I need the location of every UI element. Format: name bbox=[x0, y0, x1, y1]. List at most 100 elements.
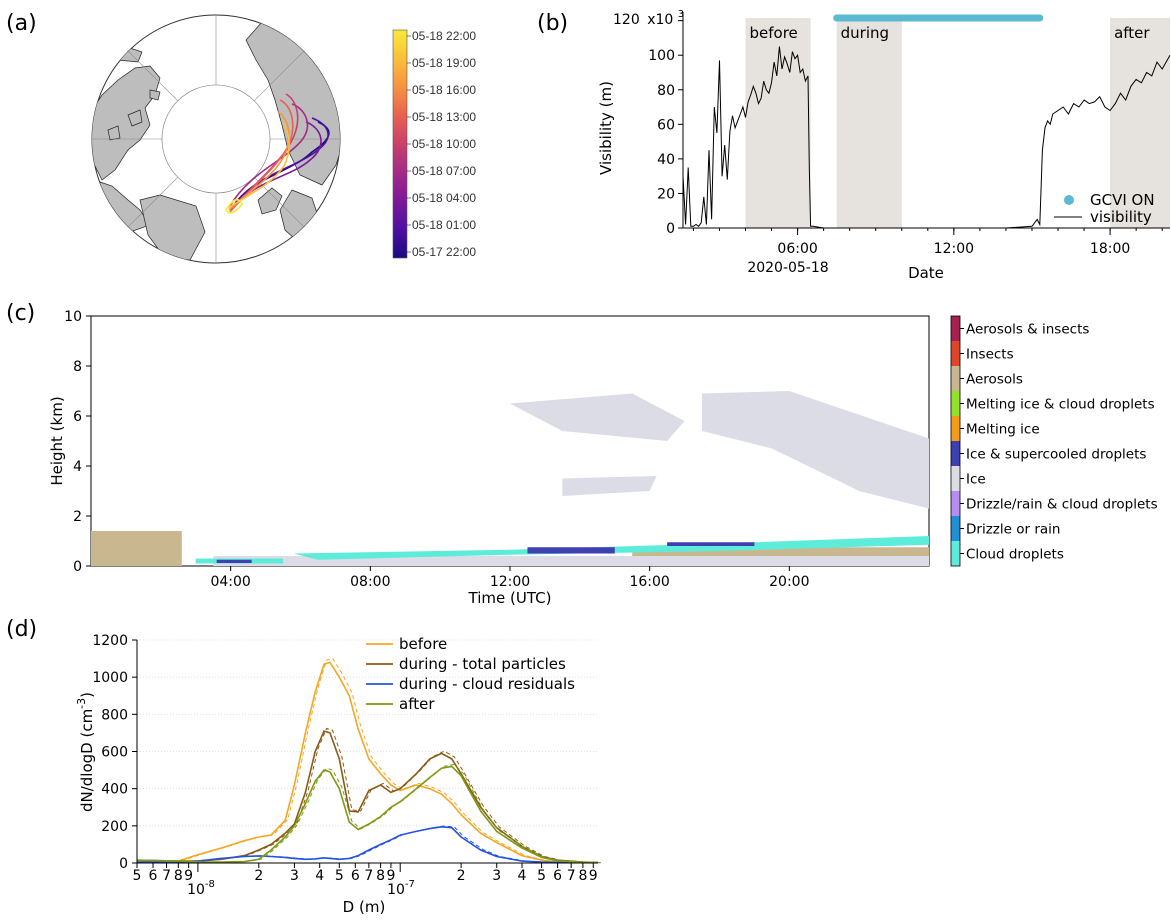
b-ytick-label-20: 20 bbox=[657, 186, 675, 202]
b-y-axis-label: Visibility (m) bbox=[597, 81, 615, 175]
c-ytick-label-8: 8 bbox=[73, 359, 82, 375]
d-ytick-label-600: 600 bbox=[101, 745, 128, 761]
d-series-line-2 bbox=[136, 825, 598, 864]
c-ice-upper-west bbox=[510, 393, 685, 441]
d-xtick-label-7e-7: 7 bbox=[567, 868, 576, 884]
colorbar-label-3: 05-18 13:00 bbox=[412, 110, 476, 124]
c-sc-mid bbox=[527, 547, 615, 554]
c-xtick-label-4: 04:00 bbox=[210, 574, 250, 590]
d-xtick-label-3e-7: 3 bbox=[492, 868, 501, 884]
c-legend-label-0: Aerosols & insects bbox=[966, 322, 1089, 338]
d-series-dashed-3 bbox=[139, 763, 601, 864]
c-y-axis-label: Height (km) bbox=[48, 396, 66, 485]
c-ytick-label-6: 6 bbox=[73, 409, 82, 425]
d-series-line-0 bbox=[137, 661, 598, 864]
d-x-axis-label: D (m) bbox=[343, 898, 386, 916]
c-ytick-label-4: 4 bbox=[73, 459, 82, 475]
period-label-after: after bbox=[1114, 24, 1150, 42]
c-xtick-label-16: 16:00 bbox=[629, 574, 669, 590]
c-x-axis-label: Time (UTC) bbox=[468, 589, 552, 607]
d-ytick-label-1200: 1200 bbox=[92, 633, 128, 649]
c-legend-swatch-6 bbox=[951, 466, 960, 491]
b-xtick-label-18: 18:00 bbox=[1090, 241, 1130, 257]
land-svalbard bbox=[257, 187, 283, 215]
c-legend-label-5: Ice & supercooled droplets bbox=[966, 447, 1146, 463]
colorbar-label-6: 05-18 04:00 bbox=[412, 191, 476, 205]
land-islands bbox=[107, 47, 161, 141]
c-legend-swatch-9 bbox=[951, 541, 960, 566]
colorbar-label-7: 05-18 01:00 bbox=[412, 218, 476, 232]
period-shade-after bbox=[1110, 18, 1170, 228]
d-xtick-label-6e-7: 6 bbox=[553, 868, 562, 884]
b-y-top-label: 120 x10 3 bbox=[613, 9, 684, 28]
c-xtick-label-12: 12:00 bbox=[490, 574, 530, 590]
colorbar-label-1: 05-18 19:00 bbox=[412, 56, 476, 70]
period-label-during: during bbox=[841, 24, 889, 42]
d-ytick-label-200: 200 bbox=[101, 819, 128, 835]
d-major-label-1: 10-8 bbox=[187, 879, 215, 898]
c-xtick-label-20: 20:00 bbox=[769, 574, 809, 590]
c-legend-label-3: Melting ice & cloud droplets bbox=[966, 397, 1155, 413]
panel-b-chart: before during after 0 20 40 60 80 100 06:00 12:0… bbox=[597, 9, 1171, 282]
c-sc-early bbox=[216, 559, 252, 563]
c-legend-swatch-8 bbox=[951, 516, 960, 541]
c-legend-label-7: Drizzle/rain & cloud droplets bbox=[966, 497, 1158, 513]
c-ytick-label-0: 0 bbox=[73, 559, 82, 575]
legend-visibility-label: visibility bbox=[1090, 208, 1152, 226]
b-ytick-label-60: 60 bbox=[657, 117, 675, 133]
d-legend-label-1: during - total particles bbox=[399, 655, 566, 673]
b-xtick-label-12: 12:00 bbox=[934, 241, 974, 257]
c-aerosol-early bbox=[91, 531, 182, 566]
b-y-multiplier: x10 bbox=[647, 12, 673, 28]
d-xtick-label-9e-8: 9 bbox=[386, 868, 395, 884]
visibility-line bbox=[682, 46, 1171, 229]
c-ice-low bbox=[213, 556, 930, 566]
d-xtick-label-2e-8: 2 bbox=[254, 868, 263, 884]
d-legend-label-2: during - cloud residuals bbox=[399, 675, 575, 693]
c-legend-label-2: Aerosols bbox=[966, 372, 1023, 388]
b-date-label: 2020-05-18 bbox=[747, 260, 828, 276]
d-major-exp-2: -7 bbox=[405, 879, 415, 890]
d-xtick-label-6e-8: 6 bbox=[351, 868, 360, 884]
c-ytick-label-10: 10 bbox=[64, 309, 82, 325]
d-xtick-label-8e-9: 8 bbox=[174, 868, 183, 884]
legend-gcvi-label: GCVI ON bbox=[1090, 191, 1155, 209]
d-series-line-3 bbox=[136, 765, 599, 864]
colorbar-label-2: 05-18 16:00 bbox=[412, 83, 476, 97]
d-xtick-label-7e-9: 7 bbox=[162, 868, 171, 884]
panel-b-label: (b) bbox=[537, 11, 568, 36]
c-legend-label-9: Cloud droplets bbox=[966, 547, 1064, 563]
d-xtick-label-3e-8: 3 bbox=[290, 868, 299, 884]
d-ytick-label-400: 400 bbox=[101, 782, 128, 798]
d-xtick-label-4e-7: 4 bbox=[518, 868, 527, 884]
b-ytick-label-100: 100 bbox=[648, 48, 675, 64]
c-legend-label-4: Melting ice bbox=[966, 422, 1040, 438]
d-series-dashed-1 bbox=[139, 727, 601, 864]
c-ice-mid bbox=[562, 476, 657, 496]
c-ytick-label-2: 2 bbox=[73, 509, 82, 525]
d-xtick-label-6e-9: 6 bbox=[149, 868, 158, 884]
d-major-exp-1: -8 bbox=[205, 879, 215, 890]
back-trajectories bbox=[225, 93, 330, 214]
c-legend-swatch-3 bbox=[951, 391, 960, 416]
d-legend-label-3: after bbox=[399, 695, 435, 713]
d-xtick-label-8e-8: 8 bbox=[376, 868, 385, 884]
legend-gcvi-marker bbox=[1064, 195, 1074, 205]
c-legend-label-6: Ice bbox=[966, 472, 986, 488]
d-major-base-2: 10 bbox=[387, 882, 405, 898]
panel-a-map bbox=[91, 14, 341, 264]
c-legend-swatch-2 bbox=[951, 366, 960, 391]
b-legend: GCVI ON visibility bbox=[1054, 191, 1155, 226]
d-major-label-2: 10-7 bbox=[387, 879, 415, 898]
panel-c-label: (c) bbox=[6, 301, 35, 326]
b-xtick-label-6: 06:00 bbox=[777, 241, 817, 257]
b-y-max-value: 120 bbox=[613, 12, 640, 28]
c-legend-swatch-0 bbox=[951, 316, 960, 341]
d-xtick-label-2e-7: 2 bbox=[457, 868, 466, 884]
period-shade-during bbox=[836, 18, 902, 228]
colorbar-label-8: 05-17 22:00 bbox=[412, 245, 476, 259]
c-sc-late bbox=[667, 542, 755, 546]
period-shade-before bbox=[745, 18, 811, 228]
panel-d-label: (d) bbox=[6, 617, 37, 642]
